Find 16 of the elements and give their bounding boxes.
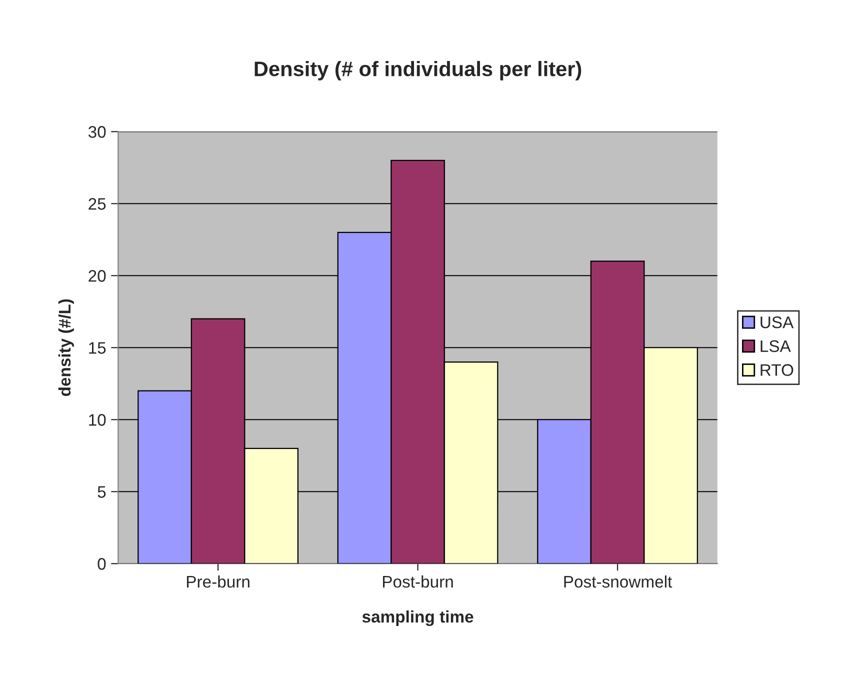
y-axis-title: density (#/L) xyxy=(58,299,74,396)
y-tick-label: 30 xyxy=(88,126,106,138)
y-tick-label: 20 xyxy=(88,270,106,282)
legend-label: LSA xyxy=(760,340,791,352)
legend-label: RTO xyxy=(760,364,794,376)
x-tick-label: Pre-burn xyxy=(186,575,250,588)
y-tick-label: 15 xyxy=(89,342,106,354)
chart-title: Density (# of individuals per liter) xyxy=(254,60,582,80)
y-tick-label: 25 xyxy=(88,198,106,210)
y-tick-label: 0 xyxy=(98,558,106,570)
x-tick-label: Post-snowmelt xyxy=(564,575,672,588)
y-tick-label: 5 xyxy=(98,486,106,498)
legend-label: USA xyxy=(760,316,794,328)
y-tick-label: 10 xyxy=(89,414,106,426)
x-axis-title: sampling time xyxy=(362,610,474,626)
x-tick-label: Post-burn xyxy=(383,575,453,588)
